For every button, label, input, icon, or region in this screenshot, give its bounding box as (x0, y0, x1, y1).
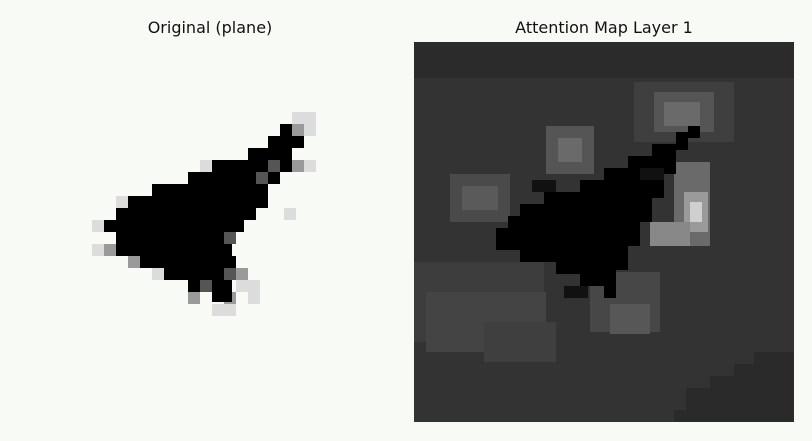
attention-map-title: Attention Map Layer 1 (515, 18, 693, 37)
original-image-title: Original (plane) (147, 18, 273, 37)
original-plane-image (92, 112, 316, 316)
attention-map-image (414, 42, 794, 422)
